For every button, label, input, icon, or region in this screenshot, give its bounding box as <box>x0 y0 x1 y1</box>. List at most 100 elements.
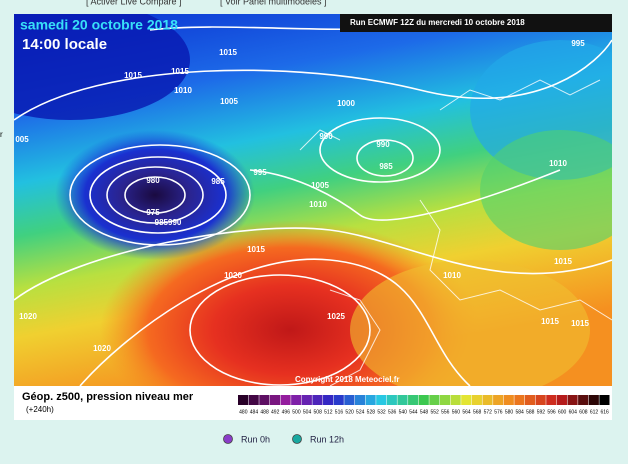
isobar-label: 1015 <box>171 67 189 76</box>
scale-label: 480 <box>239 409 248 415</box>
copyright: Copyright 2018 Meteociel.fr <box>295 375 399 384</box>
isobar-label: 980 <box>146 176 160 185</box>
isobar-label: 1000 <box>337 99 355 108</box>
scale-label: 496 <box>282 409 291 415</box>
scale-swatch <box>450 395 461 405</box>
scale-swatch <box>280 395 291 405</box>
isobar-label: 1010 <box>174 86 192 95</box>
isobar-label: 995 <box>253 168 267 177</box>
scale-label: 516 <box>335 409 344 415</box>
scale-swatch <box>323 395 334 405</box>
scale-label: 528 <box>367 409 376 415</box>
scale-label: 492 <box>271 409 280 415</box>
scale-label: 616 <box>601 409 610 415</box>
scale-swatch <box>248 395 259 405</box>
scale-label: 564 <box>462 409 471 415</box>
scale-label: 608 <box>579 409 588 415</box>
scale-swatch <box>386 395 397 405</box>
isobar-label: 1015 <box>219 48 237 57</box>
scale-swatch <box>376 395 387 405</box>
isobar-label: 005 <box>15 135 29 144</box>
scale-swatch <box>493 395 504 405</box>
legend-title: Géop. z500, pression niveau mer <box>22 391 194 403</box>
scale-label: 548 <box>420 409 429 415</box>
scale-label: 556 <box>441 409 450 415</box>
scale-swatch <box>397 395 408 405</box>
scale-label: 588 <box>526 409 535 415</box>
scale-label: 544 <box>409 409 418 415</box>
scale-swatch <box>429 395 440 405</box>
scale-label: 592 <box>537 409 546 415</box>
isobar-label: 990 <box>376 140 390 149</box>
scale-swatch <box>599 395 610 405</box>
scale-swatch <box>259 395 270 405</box>
scale-label: 576 <box>494 409 503 415</box>
scale-swatch <box>503 395 514 405</box>
isobar-label: 1015 <box>247 245 265 254</box>
scale-swatch <box>365 395 376 405</box>
map-time: 14:00 locale <box>22 36 107 53</box>
scale-label: 552 <box>430 409 439 415</box>
scale-swatch <box>238 395 249 405</box>
radio-button[interactable] <box>223 434 233 444</box>
scale-swatch <box>482 395 493 405</box>
scale-swatch <box>408 395 419 405</box>
isobar-label: 1015 <box>571 319 589 328</box>
scale-label: 612 <box>590 409 599 415</box>
scale-swatch <box>535 395 546 405</box>
scale-label: 488 <box>260 409 269 415</box>
scale-swatch <box>567 395 578 405</box>
scale-label: 596 <box>547 409 556 415</box>
scale-label: 532 <box>377 409 386 415</box>
run-label: Run ECMWF 12Z du mercredi 10 octobre 201… <box>350 18 525 27</box>
scale-swatch <box>269 395 281 405</box>
isobar-label: 985 <box>211 177 225 186</box>
map-date: samedi 20 octobre 2018 <box>20 17 178 33</box>
scale-label: 508 <box>314 409 323 415</box>
side-text: r <box>0 130 3 139</box>
isobar-label: 985990 <box>155 218 182 227</box>
scale-swatch <box>354 395 366 405</box>
scale-swatch <box>546 395 557 405</box>
header-link[interactable]: [ Voir Panel multimodèles ] <box>220 0 327 6</box>
scale-label: 604 <box>569 409 578 415</box>
scale-swatch <box>461 395 472 405</box>
isobar-label: 1015 <box>124 71 142 80</box>
scale-swatch <box>514 395 525 405</box>
scale-swatch <box>291 395 302 405</box>
scale-label: 500 <box>292 409 301 415</box>
isobar-label: 975 <box>146 208 160 217</box>
scale-label: 520 <box>345 409 354 415</box>
scale-swatch <box>556 395 567 405</box>
scale-swatch <box>418 395 429 405</box>
header-link[interactable]: [ Activer Live Compare ] <box>86 0 182 6</box>
isobar-label: 985 <box>379 162 393 171</box>
isobar-label: 990 <box>319 132 333 141</box>
scale-swatch <box>471 395 482 405</box>
scale-swatch <box>524 395 536 405</box>
isobar-label: 1010 <box>443 271 461 280</box>
scale-swatch <box>588 395 599 405</box>
scale-label: 504 <box>303 409 312 415</box>
scale-swatch <box>439 395 451 405</box>
scale-label: 560 <box>452 409 461 415</box>
isobar-label: 1005 <box>311 181 329 190</box>
radio-button[interactable] <box>292 434 302 444</box>
map-field <box>14 14 612 386</box>
isobar-label: 1010 <box>309 200 327 209</box>
isobar-label: 1025 <box>327 312 345 321</box>
isobar-label: 1015 <box>554 257 572 266</box>
radio-label[interactable]: Run 0h <box>241 434 270 444</box>
scale-label: 584 <box>515 409 524 415</box>
radio-label[interactable]: Run 12h <box>310 434 344 444</box>
scale-label: 484 <box>250 409 259 415</box>
isobar-label: 1010 <box>549 159 567 168</box>
scale-swatch <box>333 395 344 405</box>
scale-label: 572 <box>484 409 493 415</box>
scale-label: 536 <box>388 409 397 415</box>
scale-label: 600 <box>558 409 567 415</box>
isobar-label: 1020 <box>224 271 242 280</box>
scale-label: 540 <box>399 409 408 415</box>
